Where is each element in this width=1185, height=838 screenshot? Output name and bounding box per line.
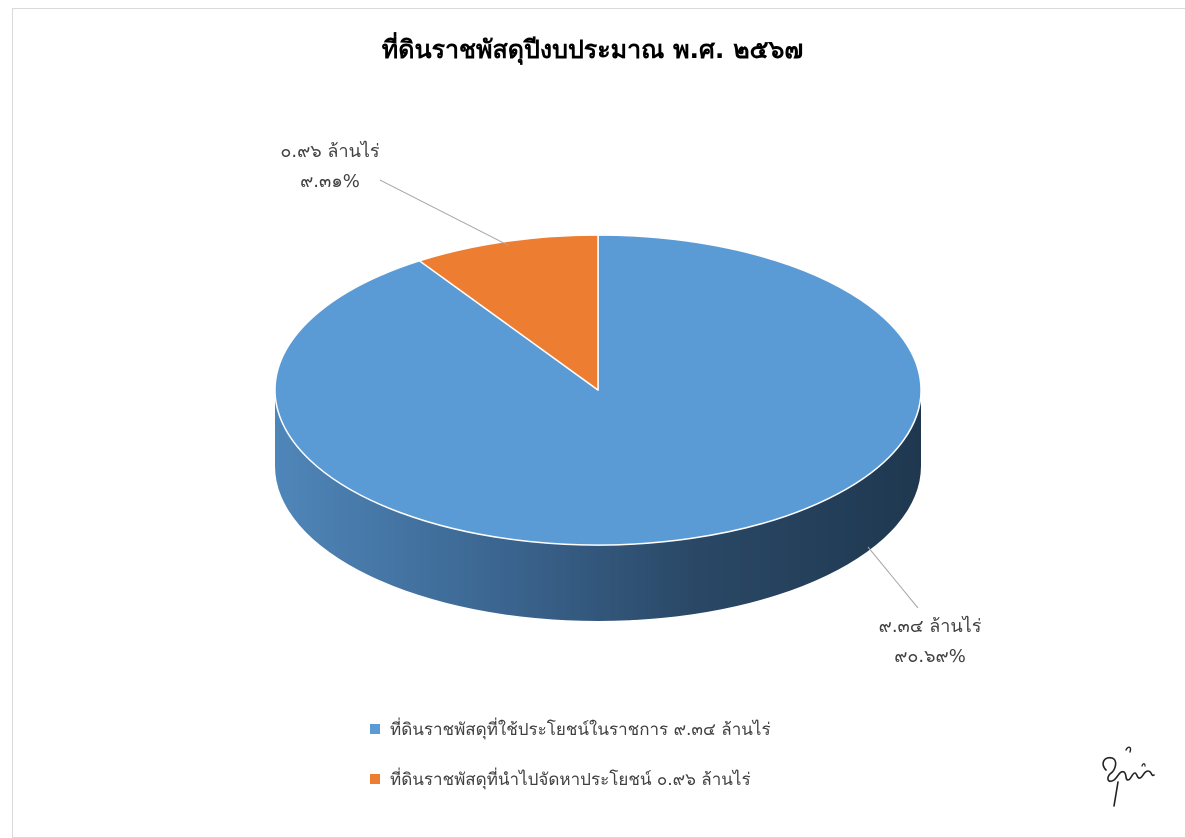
pie-slice-1: [418, 234, 599, 391]
pie-top-layer: [274, 234, 922, 546]
legend-swatch-used: [370, 724, 380, 734]
legend-label-used: ที่ดินราชพัสดุที่ใช้ประโยชน์ในราชการ ๙.๓…: [390, 719, 771, 740]
data-label-major-slice: ๙.๓๔ ล้านไร่ ๙๐.๖๙%: [845, 612, 1015, 672]
legend-item-revenue: ที่ดินราชพัสดุที่นำไปจัดหาประโยชน์ ๐.๙๖ …: [370, 766, 771, 792]
data-label-minor-amount: ๐.๙๖ ล้านไร่: [280, 141, 380, 162]
leader-lines: [379, 179, 919, 609]
data-label-minor-slice: ๐.๙๖ ล้านไร่ ๙.๓๑%: [250, 137, 410, 197]
legend-label-revenue: ที่ดินราชพัสดุที่นำไปจัดหาประโยชน์ ๐.๙๖ …: [390, 769, 751, 790]
chart-legend: ที่ดินราชพัสดุที่ใช้ประโยชน์ในราชการ ๙.๓…: [370, 716, 771, 816]
legend-swatch-revenue: [370, 774, 380, 784]
handwritten-signature: [1102, 746, 1155, 807]
legend-item-used: ที่ดินราชพัสดุที่ใช้ประโยชน์ในราชการ ๙.๓…: [370, 716, 771, 742]
data-label-major-amount: ๙.๓๔ ล้านไร่: [878, 616, 982, 637]
pie-side-layer: [275, 390, 921, 621]
chart-title: ที่ดินราชพัสดุปีงบประมาณ พ.ศ. ๒๕๖๗: [381, 35, 804, 64]
data-label-minor-percent: ๙.๓๑%: [300, 171, 360, 192]
leader-line-major: [867, 546, 919, 609]
leader-line-minor: [379, 179, 509, 247]
data-label-major-percent: ๙๐.๖๙%: [894, 646, 966, 667]
pie-side-slice-0: [275, 390, 921, 621]
